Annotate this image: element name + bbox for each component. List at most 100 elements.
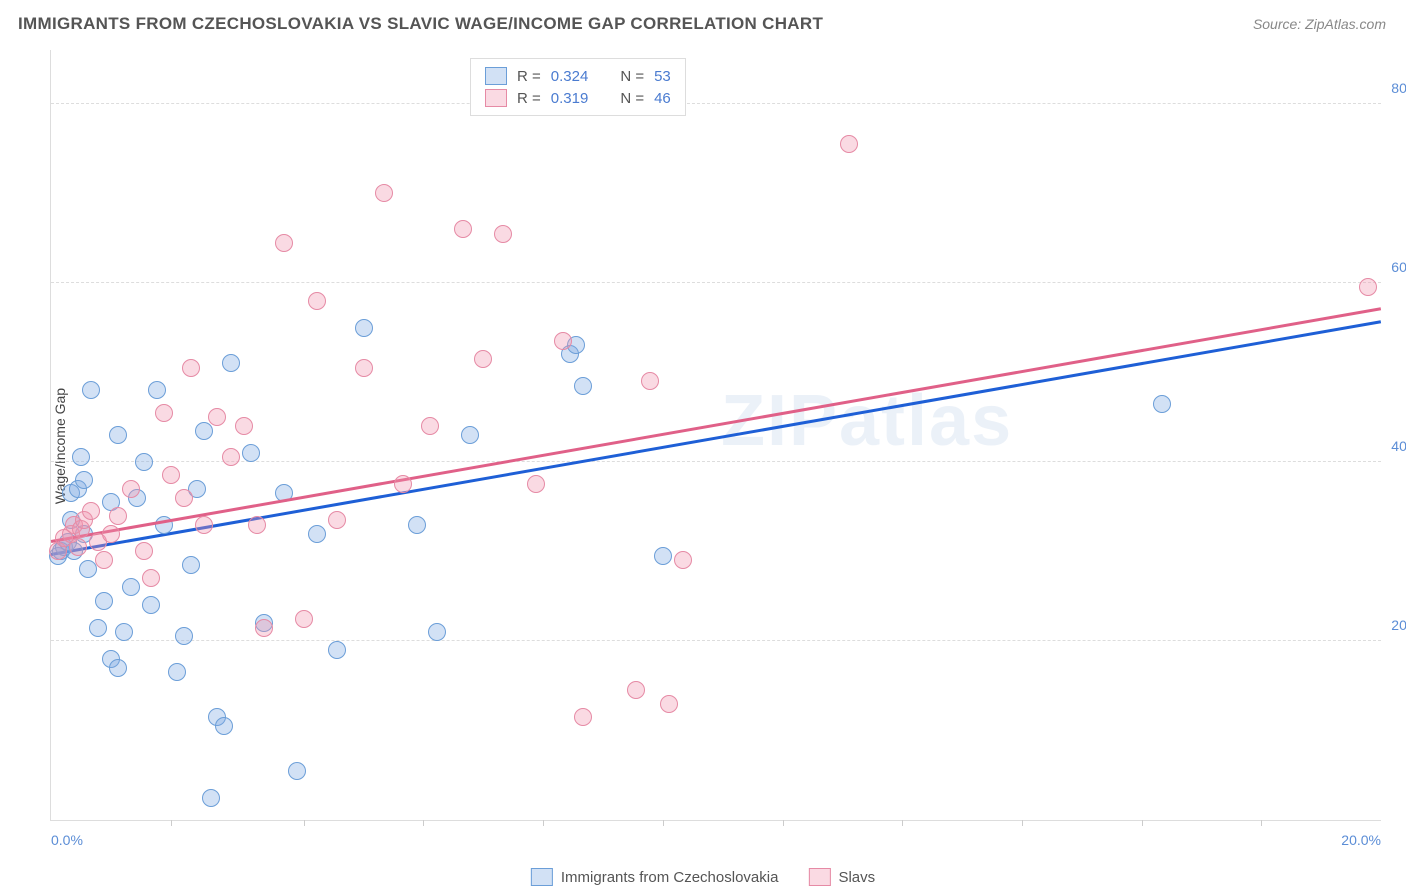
x-tick-mark [1142,820,1143,826]
y-tick-label: 80.0% [1391,80,1406,96]
data-point [175,627,193,645]
data-point [222,354,240,372]
legend-r-value: 0.319 [551,90,589,107]
data-point [122,578,140,596]
data-point [115,623,133,641]
legend-swatch [531,868,553,886]
data-point [135,453,153,471]
data-point [248,516,266,534]
x-tick-mark [1261,820,1262,826]
data-point [142,569,160,587]
data-point [627,681,645,699]
data-point [242,444,260,462]
legend-series-label: Immigrants from Czechoslovakia [561,869,779,886]
data-point [288,762,306,780]
data-point [328,641,346,659]
data-point [109,659,127,677]
x-tick-mark [304,820,305,826]
plot-area: ZIPatlas 20.0%40.0%60.0%80.0%0.0%20.0% [50,50,1381,821]
legend-n-value: 46 [654,90,671,107]
data-point [89,619,107,637]
data-point [122,480,140,498]
gridline [51,103,1381,104]
data-point [1153,395,1171,413]
data-point [202,789,220,807]
x-tick-mark [423,820,424,826]
legend-item: Immigrants from Czechoslovakia [531,868,779,886]
data-point [554,332,572,350]
x-tick-mark [902,820,903,826]
data-point [295,610,313,628]
data-point [1359,278,1377,296]
x-tick-mark [783,820,784,826]
data-point [148,381,166,399]
legend-r-label: R = [517,68,541,85]
legend-item: Slavs [808,868,875,886]
data-point [428,623,446,641]
gridline [51,640,1381,641]
data-point [461,426,479,444]
data-point [275,234,293,252]
data-point [109,426,127,444]
data-point [375,184,393,202]
x-tick-mark [663,820,664,826]
x-tick-label: 20.0% [1341,832,1381,848]
data-point [182,556,200,574]
data-point [394,475,412,493]
legend-n-value: 53 [654,68,671,85]
legend-swatch [485,89,507,107]
data-point [72,448,90,466]
data-point [235,417,253,435]
legend-n-label: N = [620,68,644,85]
legend-stats-row: R =0.319N =46 [485,87,671,109]
data-point [474,350,492,368]
legend-swatch [808,868,830,886]
data-point [102,525,120,543]
data-point [355,319,373,337]
legend-stats-row: R =0.324N =53 [485,65,671,87]
data-point [75,471,93,489]
data-point [840,135,858,153]
data-point [82,502,100,520]
data-point [109,507,127,525]
data-point [162,466,180,484]
chart-title: IMMIGRANTS FROM CZECHOSLOVAKIA VS SLAVIC… [18,14,823,34]
data-point [155,404,173,422]
data-point [421,417,439,435]
data-point [494,225,512,243]
data-point [527,475,545,493]
data-point [82,381,100,399]
legend-stats: R =0.324N =53R =0.319N =46 [470,58,686,116]
data-point [135,542,153,560]
data-point [355,359,373,377]
data-point [69,538,87,556]
data-point [308,292,326,310]
data-point [79,560,97,578]
data-point [222,448,240,466]
y-tick-label: 60.0% [1391,259,1406,275]
data-point [255,619,273,637]
x-tick-label: 0.0% [51,832,83,848]
data-point [660,695,678,713]
legend-bottom: Immigrants from Czechoslovakia Slavs [531,868,875,886]
x-tick-mark [171,820,172,826]
legend-n-label: N = [620,90,644,107]
y-tick-label: 40.0% [1391,438,1406,454]
data-point [574,377,592,395]
legend-series-label: Slavs [838,869,875,886]
x-tick-mark [543,820,544,826]
data-point [142,596,160,614]
data-point [308,525,326,543]
data-point [674,551,692,569]
gridline [51,282,1381,283]
data-point [208,408,226,426]
data-point [182,359,200,377]
x-tick-mark [1022,820,1023,826]
data-point [215,717,233,735]
data-point [95,592,113,610]
data-point [454,220,472,238]
data-point [95,551,113,569]
data-point [195,516,213,534]
data-point [168,663,186,681]
data-point [641,372,659,390]
